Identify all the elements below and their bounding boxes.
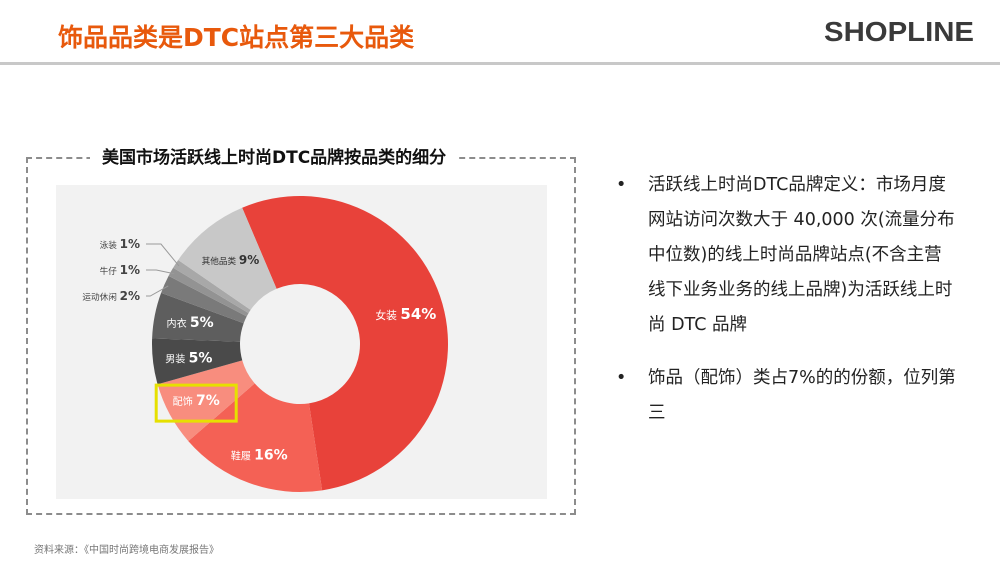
slice-label-9: 其他品类 9% bbox=[202, 253, 260, 267]
source-note: 资料来源：《中国时尚跨境电商发展报告》 bbox=[34, 545, 219, 556]
chart-title: 美国市场活跃线上时尚DTC品牌按品类的细分 bbox=[90, 143, 459, 168]
page-title: 饰品品类是DTC站点第三大品类 bbox=[58, 23, 415, 52]
slice-label-6: 运动休闲 2% bbox=[82, 289, 140, 303]
header-divider bbox=[0, 62, 1000, 65]
slice-label-7: 牛仔 1% bbox=[100, 263, 140, 277]
donut-slice-9 bbox=[178, 207, 277, 310]
leader-line-6 bbox=[146, 285, 169, 297]
bullet-list: 活跃线上时尚DTC品牌定义：市场月度网站访问次数大于 40,000 次(流量分布… bbox=[612, 168, 957, 431]
leader-line-8 bbox=[146, 243, 180, 267]
bullet-definition: 活跃线上时尚DTC品牌定义：市场月度网站访问次数大于 40,000 次(流量分布… bbox=[612, 168, 957, 343]
slice-label-4: 男装 5% bbox=[165, 350, 212, 366]
shopline-logo: SHOPLINE bbox=[824, 16, 974, 46]
donut-slice-6 bbox=[161, 275, 247, 324]
donut-slice-7 bbox=[168, 267, 249, 317]
slice-label-1: 女装 54% bbox=[375, 305, 436, 323]
bullet-accessories-share: 饰品（配饰）类占7%的的份额，位列第三 bbox=[612, 361, 957, 431]
slice-label-8: 泳装 1% bbox=[100, 237, 140, 251]
donut-slice-2 bbox=[188, 383, 323, 492]
donut-slice-1 bbox=[242, 196, 448, 491]
donut-slice-4 bbox=[152, 338, 243, 385]
donut-slice-8 bbox=[173, 259, 251, 314]
slice-label-5: 内衣 5% bbox=[167, 315, 214, 331]
leader-line-7 bbox=[146, 269, 175, 275]
slice-label-3: 配饰 7% bbox=[173, 393, 220, 409]
donut-slice-5 bbox=[152, 292, 244, 342]
logo-text: SHOPLINE bbox=[824, 16, 974, 46]
highlight-box bbox=[154, 383, 238, 423]
slice-label-2: 鞋履 16% bbox=[231, 448, 288, 464]
